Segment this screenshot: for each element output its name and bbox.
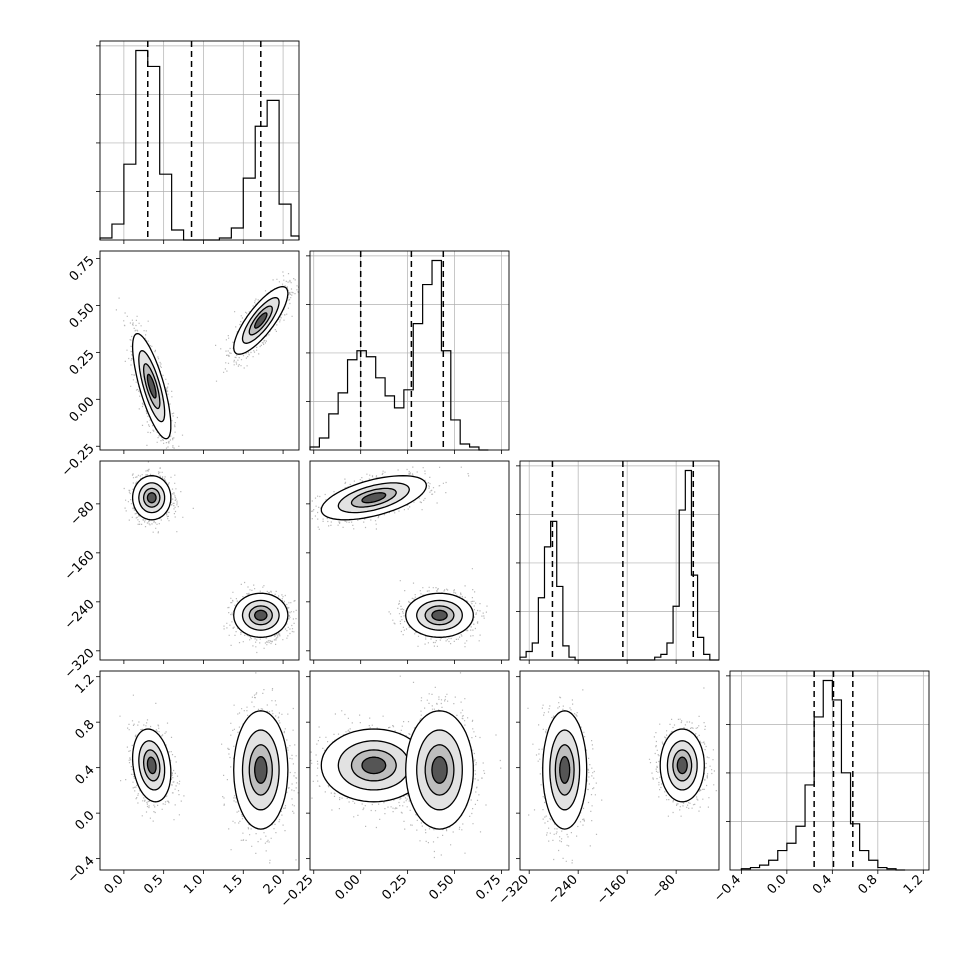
ytick-label-2-2: −160 — [62, 548, 98, 584]
hist-panel-2 — [516, 460, 720, 661]
xtick-label-2-3: −80 — [649, 872, 679, 902]
xtick-label-1-1: 0.00 — [332, 872, 363, 903]
scatter-1-3-frame — [309, 670, 510, 871]
xtick-label-2-0: −320 — [496, 872, 532, 908]
ytick-label-1-1: 0.00 — [67, 394, 98, 425]
hist-1-frame — [309, 250, 510, 451]
xtick-label-0-1: 0.5 — [141, 872, 166, 897]
corner-plot-panels: 0.0 0.5 1.0 1.5 2.0−0.25 0.00 0.25 0.50 0.75−320… — [59, 40, 930, 911]
ytick-label-2-1: −240 — [62, 597, 98, 633]
hist-3-frame — [729, 670, 930, 871]
xtick-label-3-2: 0.4 — [810, 872, 835, 897]
contour-0-2-mode1-level3 — [254, 609, 268, 621]
scatter-panel-0-3 — [99, 670, 300, 871]
contour-0-1-mode0-level3 — [146, 373, 157, 399]
scatter-panel-0-1 — [99, 250, 300, 451]
contour-0-3-mode1-level3 — [254, 755, 268, 784]
scatter-0-2-frame — [99, 460, 300, 661]
ytick-label-3-1: 0.0 — [72, 808, 97, 833]
xtick-label-0-0: 0.0 — [101, 872, 126, 897]
hist-panel-3 — [726, 670, 930, 871]
hist-3-steps — [740, 679, 906, 871]
xtick-label-1-0: −0.25 — [278, 872, 317, 911]
xtick-label-3-4: 1.2 — [901, 872, 926, 897]
ytick-label-2-0: −320 — [62, 646, 98, 682]
scatter-panel-1-2 — [309, 460, 510, 661]
ytick-label-1-3: 0.50 — [67, 300, 98, 331]
ytick-label-1-0: −0.25 — [59, 441, 98, 480]
xtick-label-2-1: −240 — [545, 872, 581, 908]
ytick-label-1-4: 0.75 — [67, 254, 98, 285]
ytick-label-2-3: −80 — [68, 499, 98, 529]
xtick-label-0-3: 1.5 — [221, 872, 246, 897]
contour-0-2-mode0-level3 — [146, 492, 157, 504]
scatter-1-2-frame — [309, 460, 510, 661]
contour-2-3-mode1-level3 — [559, 755, 571, 784]
scatter-2-3-frame — [519, 670, 720, 871]
contour-2-3-mode0-level3 — [676, 756, 688, 775]
hist-1-steps — [309, 259, 489, 451]
xtick-label-3-1: 0.0 — [764, 872, 789, 897]
contour-1-3-mode1-level3 — [431, 755, 448, 784]
xtick-label-2-2: −160 — [594, 872, 630, 908]
xtick-label-1-2: 0.25 — [379, 872, 410, 903]
ytick-label-3-0: −0.4 — [65, 854, 98, 887]
contour-1-3-mode0-level3 — [361, 756, 387, 775]
ytick-label-3-2: 0.4 — [72, 763, 97, 788]
xtick-label-0-2: 1.0 — [181, 872, 206, 897]
xtick-label-3-0: −0.4 — [711, 872, 744, 905]
scatter-panel-1-3 — [309, 670, 510, 871]
contour-0-3-mode0-level3 — [146, 756, 157, 775]
hist-2-steps — [519, 469, 719, 661]
xtick-label-0-4: 2.0 — [261, 872, 286, 897]
hist-0-frame — [99, 40, 300, 241]
contour-1-2-mode0-level3 — [361, 492, 387, 504]
hist-panel-0 — [96, 40, 300, 241]
scatter-0-3-frame — [99, 670, 300, 871]
scatter-panel-2-3 — [519, 670, 720, 871]
hist-0-steps — [99, 49, 300, 241]
ytick-label-3-3: 0.8 — [72, 717, 97, 742]
contour-1-2-mode1-level3 — [431, 609, 448, 621]
xtick-label-1-3: 0.50 — [426, 872, 457, 903]
xtick-label-3-3: 0.8 — [855, 872, 880, 897]
contour-0-1-mode1-level3 — [254, 312, 268, 329]
ytick-label-1-2: 0.25 — [67, 347, 98, 378]
hist-panel-1 — [306, 250, 510, 451]
hist-2-frame — [519, 460, 720, 661]
scatter-0-1-frame — [99, 250, 300, 451]
scatter-panel-0-2 — [99, 460, 300, 661]
